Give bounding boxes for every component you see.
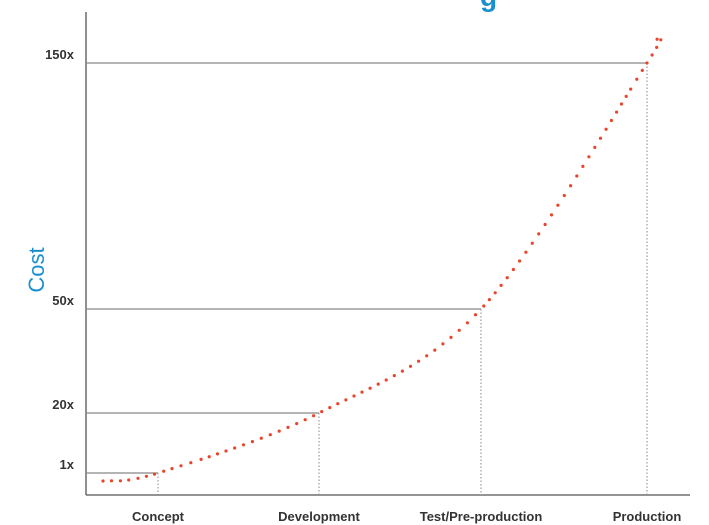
curve-dot — [625, 95, 628, 98]
curve-dot — [550, 213, 553, 216]
curve-dot — [615, 111, 618, 114]
curve-dot — [645, 61, 648, 64]
curve-dot — [153, 473, 156, 476]
curve-dot — [629, 88, 632, 91]
curve-dot — [599, 137, 602, 140]
y-tick-label: 150x — [45, 47, 75, 62]
curve-dot — [518, 259, 521, 262]
curve-dot — [500, 284, 503, 287]
curve-dot — [441, 342, 444, 345]
curve-dot — [656, 38, 659, 41]
curve-dot — [269, 433, 272, 436]
x-tick-label: Development — [278, 509, 360, 524]
curve-dot — [488, 298, 491, 301]
curve-dot — [328, 406, 331, 409]
curve-dot — [449, 336, 452, 339]
curve-dot — [641, 69, 644, 72]
curve-dot — [162, 470, 165, 473]
curve-dot — [494, 291, 497, 294]
curve-dot — [110, 479, 113, 482]
curve-dot — [189, 461, 192, 464]
curve-dot — [512, 268, 515, 271]
curve-dot — [393, 374, 396, 377]
curve-dot — [620, 102, 623, 105]
curve-dot — [417, 360, 420, 363]
curve-dot — [385, 378, 388, 381]
y-tick-label: 1x — [60, 457, 75, 472]
curve-dot — [409, 365, 412, 368]
curve-dot — [377, 383, 380, 386]
curve-dot — [563, 194, 566, 197]
y-tick-label: 20x — [52, 397, 74, 412]
curve-dot — [610, 119, 613, 122]
curve-dot — [101, 479, 104, 482]
curve-dot — [336, 402, 339, 405]
chart-title: g — [480, 0, 497, 12]
curve-dot — [216, 452, 219, 455]
curve-dot — [127, 478, 130, 481]
curve-dot — [474, 313, 477, 316]
curve-dot — [433, 349, 436, 352]
curve-dot — [233, 446, 236, 449]
curve-dot — [286, 426, 289, 429]
curve-dot — [466, 321, 469, 324]
x-tick-label: Test/Pre-production — [420, 509, 543, 524]
curve-dot — [458, 329, 461, 332]
curve-dot — [593, 146, 596, 149]
curve-dot — [352, 394, 355, 397]
curve-dot — [179, 464, 182, 467]
curve-dot — [569, 184, 572, 187]
x-tick-label: Concept — [132, 509, 185, 524]
curve-dot — [242, 443, 245, 446]
curve-dot — [369, 387, 372, 390]
curve-dot — [145, 475, 148, 478]
curve-dot — [278, 430, 281, 433]
curve-dot — [344, 398, 347, 401]
y-axis-label: Cost — [24, 247, 49, 292]
curve-dot — [251, 440, 254, 443]
curve-dot — [136, 477, 139, 480]
curve-dot — [524, 251, 527, 254]
curve-dot — [312, 414, 315, 417]
curve-dot — [425, 354, 428, 357]
curve-dot — [537, 232, 540, 235]
curve-dot — [651, 53, 654, 56]
curve-dot — [170, 467, 173, 470]
curve-dot — [544, 223, 547, 226]
curve-dot — [200, 458, 203, 461]
x-tick-label: Production — [613, 509, 682, 524]
curve-dot — [224, 449, 227, 452]
curve-dot — [587, 155, 590, 158]
curve-dot — [659, 38, 662, 41]
curve-dot — [119, 479, 122, 482]
curve-dot — [260, 437, 263, 440]
curve-dot — [320, 410, 323, 413]
curve-dot — [208, 455, 211, 458]
curve-dot — [581, 165, 584, 168]
curve-dot — [605, 128, 608, 131]
curve-dot — [635, 78, 638, 81]
curve-dot — [360, 391, 363, 394]
y-tick-label: 50x — [52, 293, 74, 308]
curve-dot — [655, 46, 658, 49]
curve-dot — [304, 418, 307, 421]
curve-dot — [295, 422, 298, 425]
curve-dot — [531, 242, 534, 245]
curve-dot — [556, 204, 559, 207]
curve-dot — [575, 174, 578, 177]
curve-dot — [506, 276, 509, 279]
curve-dot — [401, 370, 404, 373]
curve-dot — [482, 304, 485, 307]
